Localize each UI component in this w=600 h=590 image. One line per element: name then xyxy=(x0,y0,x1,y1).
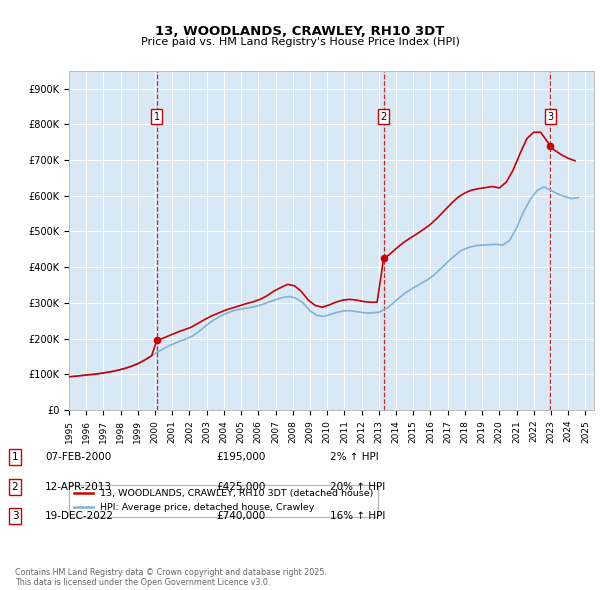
Text: 2% ↑ HPI: 2% ↑ HPI xyxy=(330,453,379,462)
Text: 1: 1 xyxy=(11,453,19,462)
Text: 20% ↑ HPI: 20% ↑ HPI xyxy=(330,482,385,491)
Text: 12-APR-2013: 12-APR-2013 xyxy=(45,482,112,491)
Text: Price paid vs. HM Land Registry's House Price Index (HPI): Price paid vs. HM Land Registry's House … xyxy=(140,37,460,47)
Text: 13, WOODLANDS, CRAWLEY, RH10 3DT: 13, WOODLANDS, CRAWLEY, RH10 3DT xyxy=(155,25,445,38)
Text: 1: 1 xyxy=(154,112,160,122)
Text: £195,000: £195,000 xyxy=(216,453,265,462)
Text: 3: 3 xyxy=(547,112,553,122)
Text: 3: 3 xyxy=(11,512,19,521)
Legend: 13, WOODLANDS, CRAWLEY, RH10 3DT (detached house), HPI: Average price, detached : 13, WOODLANDS, CRAWLEY, RH10 3DT (detach… xyxy=(69,485,378,517)
Text: 19-DEC-2022: 19-DEC-2022 xyxy=(45,512,114,521)
Text: £425,000: £425,000 xyxy=(216,482,265,491)
Text: 16% ↑ HPI: 16% ↑ HPI xyxy=(330,512,385,521)
Text: 2: 2 xyxy=(380,112,387,122)
Text: 2: 2 xyxy=(11,482,19,491)
Text: £740,000: £740,000 xyxy=(216,512,265,521)
Text: 07-FEB-2000: 07-FEB-2000 xyxy=(45,453,111,462)
Text: Contains HM Land Registry data © Crown copyright and database right 2025.
This d: Contains HM Land Registry data © Crown c… xyxy=(15,568,327,587)
